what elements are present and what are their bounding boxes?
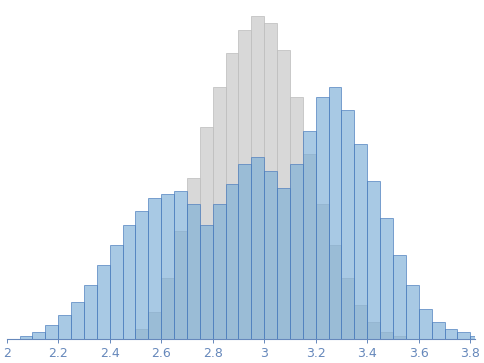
Bar [239, 164, 251, 339]
Bar [213, 204, 226, 339]
Bar [419, 309, 432, 339]
Bar [45, 326, 58, 339]
Bar [174, 231, 187, 339]
Bar [84, 285, 97, 339]
Bar [432, 322, 444, 339]
Bar [161, 278, 174, 339]
Bar [239, 30, 251, 339]
Bar [110, 245, 122, 339]
Bar [122, 225, 136, 339]
Bar [32, 332, 45, 339]
Bar [58, 315, 71, 339]
Bar [226, 184, 239, 339]
Bar [303, 131, 316, 339]
Bar [200, 225, 213, 339]
Bar [149, 198, 161, 339]
Bar [329, 245, 342, 339]
Bar [342, 110, 354, 339]
Bar [200, 127, 213, 339]
Bar [264, 23, 277, 339]
Bar [251, 16, 264, 339]
Bar [226, 53, 239, 339]
Bar [187, 204, 200, 339]
Bar [290, 97, 303, 339]
Bar [277, 188, 290, 339]
Bar [316, 204, 329, 339]
Bar [149, 312, 161, 339]
Bar [316, 97, 329, 339]
Bar [393, 255, 406, 339]
Bar [354, 305, 367, 339]
Bar [251, 158, 264, 339]
Bar [329, 87, 342, 339]
Bar [290, 164, 303, 339]
Bar [19, 335, 32, 339]
Bar [97, 265, 110, 339]
Bar [136, 211, 149, 339]
Bar [303, 154, 316, 339]
Bar [406, 285, 419, 339]
Bar [367, 322, 380, 339]
Bar [161, 194, 174, 339]
Bar [136, 329, 149, 339]
Bar [342, 278, 354, 339]
Bar [71, 302, 84, 339]
Bar [213, 87, 226, 339]
Bar [187, 178, 200, 339]
Bar [367, 181, 380, 339]
Bar [393, 335, 406, 339]
Bar [457, 332, 470, 339]
Bar [444, 329, 457, 339]
Bar [174, 191, 187, 339]
Bar [483, 337, 484, 339]
Bar [380, 218, 393, 339]
Bar [264, 171, 277, 339]
Bar [470, 335, 483, 339]
Bar [277, 50, 290, 339]
Bar [380, 332, 393, 339]
Bar [354, 144, 367, 339]
